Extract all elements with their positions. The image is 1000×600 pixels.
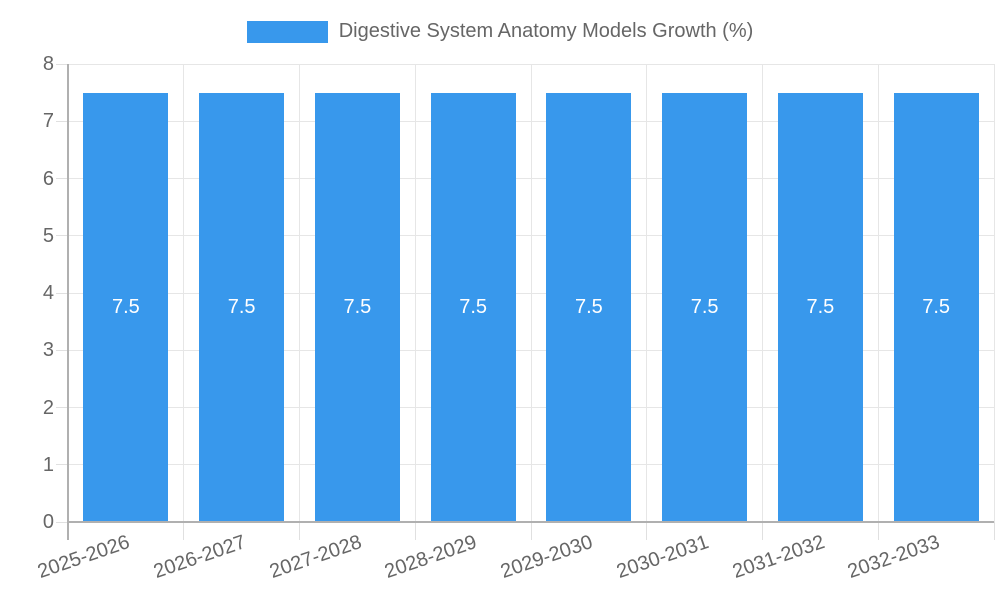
- x-tick-mark: [877, 522, 879, 540]
- y-tick-label: 1: [42, 453, 54, 476]
- y-axis: 0 1 2 3 4 5 6 7 8: [0, 54, 54, 532]
- y-tick-label: 8: [42, 53, 54, 75]
- gridline-v: [414, 64, 416, 522]
- y-tick-mark: [56, 63, 68, 65]
- gridline-v: [530, 64, 532, 522]
- x-axis: 2025-2026 2026-2027 2027-2028 2028-2029 2029…: [35, 522, 994, 600]
- gridline-v: [877, 64, 879, 522]
- bar-value-label: 7.5: [922, 295, 951, 318]
- bar: 7.5: [777, 92, 863, 522]
- gridline-v: [762, 64, 763, 522]
- y-tick-mark: [56, 464, 68, 466]
- y-tick-label: 7: [42, 110, 54, 133]
- x-tick-label: 2025-2026: [35, 531, 133, 583]
- bar-value-label: 7.5: [111, 295, 140, 318]
- y-tick-label: 2: [42, 396, 54, 419]
- x-tick-mark: [993, 522, 995, 540]
- y-tick-mark: [56, 521, 68, 523]
- bar-value-label: 7.5: [574, 295, 603, 318]
- x-tick-label: 2032-2033: [845, 531, 943, 583]
- legend-label: Digestive System Anatomy Models Growth (…: [338, 20, 754, 42]
- bar: 7.5: [83, 92, 169, 522]
- y-tick-mark: [56, 407, 68, 408]
- gridline-v: [183, 64, 185, 522]
- bar-value-label: 7.5: [459, 295, 488, 318]
- x-tick-mark: [183, 522, 185, 540]
- x-tick-mark: [299, 522, 300, 540]
- bar-value-label: 7.5: [227, 295, 256, 318]
- y-tick-label: 4: [42, 282, 54, 304]
- x-tick-label: 2029-2030: [498, 531, 596, 583]
- x-tick-mark: [646, 522, 648, 540]
- y-tick-mark: [56, 292, 68, 294]
- x-tick-mark: [530, 522, 532, 540]
- bar-value-label: 7.5: [806, 295, 835, 318]
- x-tick-label: 2031-2032: [729, 531, 828, 583]
- bar: 7.5: [893, 92, 979, 522]
- gridline-v: [646, 64, 648, 522]
- x-tick-label: 2028-2029: [382, 531, 480, 583]
- y-tick-mark: [56, 235, 68, 237]
- gridline-v: [299, 64, 300, 522]
- y-tick-label: 0: [42, 511, 54, 533]
- x-tick-mark: [762, 522, 763, 540]
- bar-value-label: 7.5: [690, 295, 719, 318]
- y-tick-mark: [56, 120, 68, 122]
- bar: 7.5: [662, 92, 748, 522]
- legend-swatch: [246, 20, 328, 43]
- x-tick-mark: [414, 522, 416, 540]
- bar: 7.5: [430, 92, 516, 522]
- legend: Digestive System Anatomy Models Growth (…: [0, 20, 1000, 43]
- y-axis-line: [67, 64, 69, 540]
- x-tick-label: 2027-2028: [266, 531, 365, 583]
- bar: 7.5: [199, 92, 285, 522]
- y-tick-mark: [56, 178, 68, 179]
- x-tick-label: 2026-2027: [150, 531, 249, 583]
- y-tick-label: 6: [42, 167, 54, 190]
- bar-value-label: 7.5: [343, 295, 372, 318]
- gridline-v: [993, 64, 995, 522]
- x-tick-label: 2030-2031: [613, 531, 712, 583]
- bar: 7.5: [314, 92, 400, 522]
- y-tick-mark: [56, 349, 68, 351]
- x-axis-line: [68, 521, 994, 523]
- y-tick-label: 3: [42, 339, 54, 362]
- bar: 7.5: [546, 92, 632, 522]
- plot-area: 7.5 7.5 7.5 7.5 7.5 7.5 7.5 7.5: [56, 63, 995, 540]
- y-tick-label: 5: [42, 224, 54, 247]
